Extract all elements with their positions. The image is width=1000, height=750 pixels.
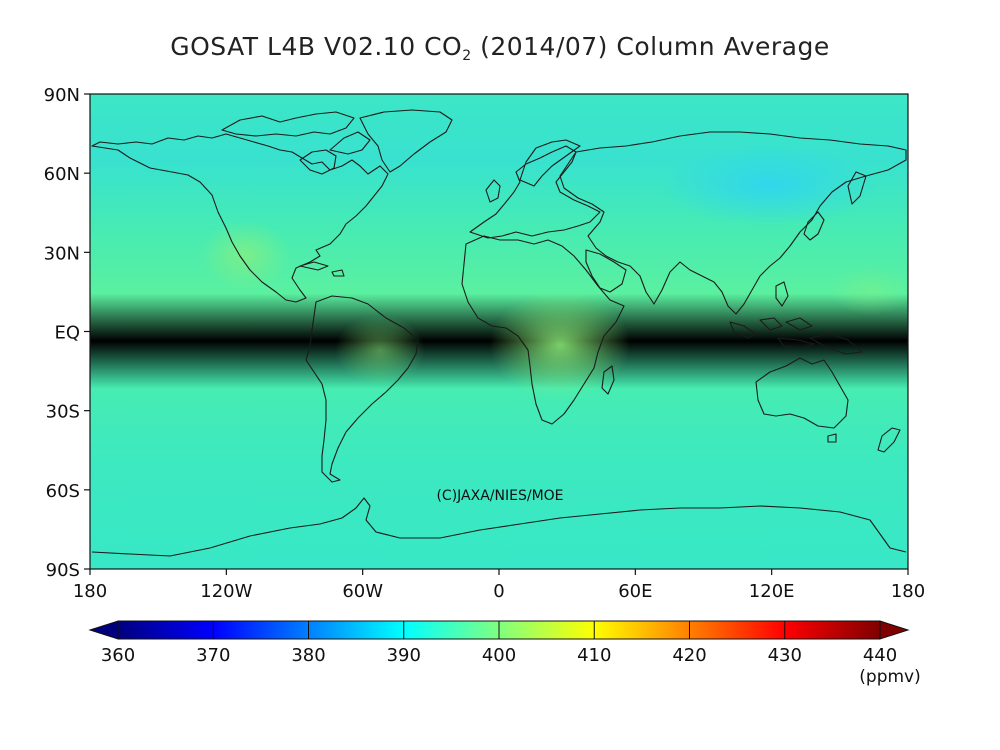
lon-tick-label: 180	[891, 581, 925, 602]
lat-tick-label: 90N	[44, 85, 80, 106]
antarctica-coastline	[91, 497, 907, 557]
colorbar-tick-label: 440	[863, 645, 897, 666]
arctic-islands	[221, 111, 355, 137]
australia-coastline	[755, 357, 849, 429]
colorbar-low-arrow	[88, 620, 119, 640]
colorbar-high-arrow	[879, 620, 910, 640]
credit-label: (C)JAXA/NIES/MOE	[436, 488, 563, 504]
colorbar-tick-label: 410	[577, 645, 611, 666]
north-america-coastline	[91, 133, 389, 303]
lat-tick-label: 60S	[46, 481, 80, 502]
lat-tick-label: 30S	[46, 402, 80, 423]
colorbar: 360 370 380 390 400 410 420 430 440 (ppmv)	[88, 620, 921, 687]
longitude-axis: 180 120W 60W 0 60E 120E 180	[73, 569, 925, 602]
baffin-island	[329, 131, 371, 155]
lon-tick-label: 120W	[200, 581, 252, 602]
colorbar-ticks: 360 370 380 390 400 410 420 430 440	[101, 621, 897, 666]
colorbar-tick-label: 380	[291, 645, 325, 666]
arabian-peninsula	[585, 249, 627, 293]
colorbar-tick-label: 390	[387, 645, 421, 666]
lat-tick-label: EQ	[54, 323, 80, 344]
caribbean-islands	[299, 261, 345, 277]
lon-tick-label: 180	[73, 581, 107, 602]
lat-tick-label: 60N	[44, 164, 80, 185]
lat-tick-label: 90S	[46, 560, 80, 581]
colorbar-tick-label: 400	[482, 645, 516, 666]
africa-coastline	[461, 235, 625, 425]
colorbar-tick-label: 370	[196, 645, 230, 666]
tasmania	[827, 433, 837, 443]
madagascar	[601, 365, 615, 395]
british-isles	[485, 179, 501, 203]
lon-tick-label: 120E	[749, 581, 795, 602]
philippines	[775, 281, 789, 307]
indonesia	[729, 317, 815, 349]
colorbar-tick-label: 360	[101, 645, 135, 666]
lat-tick-label: 30N	[44, 243, 80, 264]
lon-tick-label: 0	[493, 581, 504, 602]
lon-tick-label: 60E	[618, 581, 652, 602]
coastlines	[91, 109, 907, 557]
latitude-axis: 90N 60N 30N EQ 30S 60S 90S	[44, 85, 90, 581]
new-guinea	[809, 333, 863, 355]
map-title: GOSAT L4B V02.10 CO2 (2014/07) Column Av…	[170, 32, 829, 64]
asia-coastline	[559, 131, 907, 315]
scandinavia-coastline	[519, 139, 581, 187]
south-america-coastline	[305, 295, 419, 483]
greenland-coastline	[359, 109, 453, 173]
colorbar-tick-label: 430	[768, 645, 802, 666]
kamchatka	[847, 171, 867, 205]
japan	[803, 211, 825, 241]
colorbar-unit: (ppmv)	[859, 667, 920, 687]
colorbar-tick-label: 420	[672, 645, 706, 666]
lon-tick-label: 60W	[342, 581, 383, 602]
co2-field	[90, 94, 908, 569]
new-zealand	[877, 427, 901, 453]
hudson-bay	[299, 149, 337, 175]
